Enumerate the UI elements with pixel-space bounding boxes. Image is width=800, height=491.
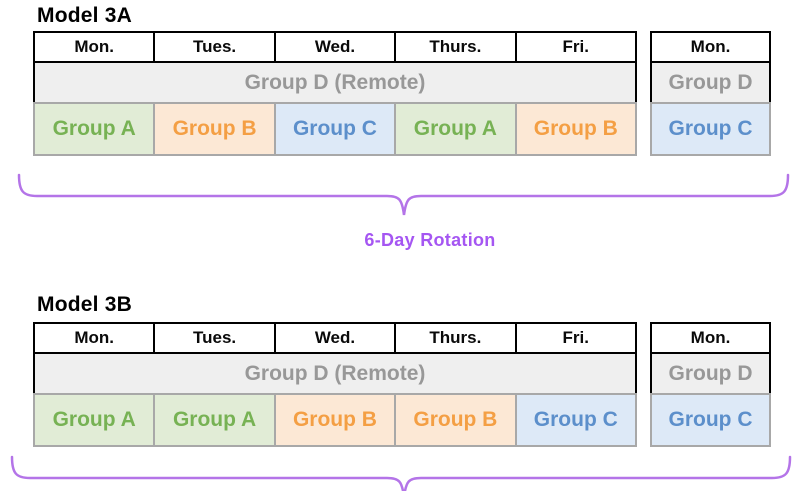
day-header: Fri. — [514, 322, 638, 354]
model-3a-remote-row: Group D (Remote) — [33, 61, 637, 104]
model-3b-groups-row: Group A Group A Group B Group B Group C — [32, 393, 638, 447]
model-3a-title: Model 3A — [37, 4, 132, 27]
day-header: Mon. — [32, 31, 156, 63]
group-cell: Group B — [514, 102, 638, 156]
model-3b-next-group-row: Group C — [650, 393, 771, 447]
group-cell: Group B — [273, 393, 397, 447]
model-3b-week-table: Mon. Tues. Wed. Thurs. Fri. Group D (Rem… — [32, 322, 638, 447]
day-header: Mon. — [650, 322, 771, 354]
model-3b-next-remote-row: Group D — [650, 352, 771, 395]
day-header: Wed. — [273, 31, 397, 63]
group-cell: Group A — [394, 102, 517, 156]
day-header: Wed. — [273, 322, 397, 354]
brace-model-3a — [17, 173, 790, 216]
group-cell: Group C — [514, 393, 638, 447]
day-header: Tues. — [153, 31, 276, 63]
day-header: Tues. — [153, 322, 276, 354]
model-3a-groups-row: Group A Group B Group C Group A Group B — [32, 102, 638, 156]
group-cell: Group A — [32, 393, 156, 447]
group-cell: Group C — [273, 102, 397, 156]
day-header: Fri. — [514, 31, 638, 63]
model-3b-next-week-table: Mon. Group D Group C — [650, 322, 771, 447]
day-header: Mon. — [650, 31, 771, 63]
model-3b-next-day-row: Mon. — [650, 322, 771, 354]
group-cell: Group A — [32, 102, 156, 156]
rotation-annotation-label: 6-Day Rotation — [364, 230, 496, 250]
brace-model-3b — [10, 455, 792, 491]
model-3a-next-day-row: Mon. — [650, 31, 771, 63]
model-3a-week-table: Mon. Tues. Wed. Thurs. Fri. Group D (Rem… — [32, 31, 638, 156]
group-cell: Group B — [153, 102, 276, 156]
model-3b-remote-row: Group D (Remote) — [33, 352, 637, 395]
model-3a-days-row: Mon. Tues. Wed. Thurs. Fri. — [32, 31, 638, 63]
model-3a-next-week-table: Mon. Group D Group C — [650, 31, 771, 156]
model-3b-days-row: Mon. Tues. Wed. Thurs. Fri. — [32, 322, 638, 354]
day-header: Mon. — [32, 322, 156, 354]
group-cell: Group B — [394, 393, 517, 447]
day-header: Thurs. — [394, 322, 517, 354]
model-3a-next-group-row: Group C — [650, 102, 771, 156]
group-cell: Group C — [650, 102, 771, 156]
remote-group-cell: Group D (Remote) — [33, 61, 637, 104]
group-cell: Group C — [650, 393, 771, 447]
remote-group-cell: Group D — [650, 352, 771, 395]
model-3a-next-remote-row: Group D — [650, 61, 771, 104]
day-header: Thurs. — [394, 31, 517, 63]
group-cell: Group A — [153, 393, 276, 447]
remote-group-cell: Group D — [650, 61, 771, 104]
model-3b-title: Model 3B — [37, 293, 132, 316]
remote-group-cell: Group D (Remote) — [33, 352, 637, 395]
